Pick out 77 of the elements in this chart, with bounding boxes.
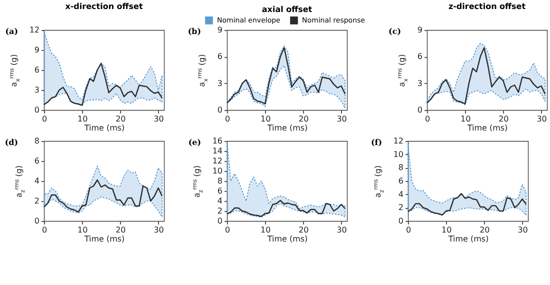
- x-tick-label: 10: [260, 114, 271, 124]
- x-axis-title: Time (ms): [466, 124, 508, 132]
- y-tick-label: 8: [217, 176, 222, 186]
- x-tick-label: 30: [154, 114, 164, 124]
- y-tick-label: 4: [217, 196, 222, 206]
- chart-title: axial offset: [262, 5, 312, 14]
- x-tick-label: 0: [424, 114, 430, 124]
- x-axis-title: Time (ms): [447, 234, 489, 244]
- x-tick-label: 10: [442, 226, 452, 234]
- y-tick-label: 2: [398, 203, 404, 212]
- y-tick-label: 10: [212, 166, 222, 176]
- y-tick-label: 6: [34, 66, 40, 74]
- y-tick-label: 3: [417, 78, 422, 88]
- text: (e): [188, 137, 202, 147]
- y-tick-label: 12: [29, 26, 40, 34]
- chart-title: z-direction offset: [448, 2, 526, 11]
- y-tick-label: 3: [34, 86, 40, 94]
- line-series: [226, 200, 346, 218]
- line-series: [43, 62, 163, 106]
- x-axis-title: Time (ms): [266, 234, 308, 244]
- text: (f): [370, 137, 382, 147]
- x-tick-label: 20: [480, 226, 490, 234]
- x-tick-label: 30: [336, 114, 347, 124]
- x-tick-label: 10: [78, 226, 88, 234]
- x-tick-label: 30: [518, 226, 528, 234]
- x-tick-label: 10: [460, 114, 471, 124]
- x-tick-label: 30: [536, 114, 547, 124]
- x-tick-label: 20: [298, 114, 309, 124]
- y-tick-label: 9: [417, 26, 422, 34]
- y-tick-label: 6: [217, 186, 222, 196]
- y-tick-label: 0: [217, 216, 222, 226]
- x-tick-label: 10: [78, 114, 88, 124]
- y-tick-label: 0: [217, 106, 222, 114]
- y-tick-label: 12: [212, 156, 222, 166]
- text: (d): [4, 137, 18, 147]
- x-tick-label: 0: [224, 114, 230, 124]
- y-tick-label: 10: [393, 150, 404, 159]
- y-tick-label: 0: [398, 216, 404, 226]
- y-tick-label: 2: [34, 196, 40, 206]
- y-tick-label: 9: [217, 26, 222, 34]
- y-tick-label: 6: [417, 52, 422, 62]
- line-series: [407, 193, 527, 216]
- x-tick-label: 30: [154, 226, 164, 234]
- x-tick-label: 20: [498, 114, 509, 124]
- y-tick-label: 2: [217, 206, 222, 216]
- x-tick-label: 0: [42, 114, 48, 124]
- y-tick-label: 14: [212, 146, 222, 156]
- y-tick-label: 0: [34, 106, 40, 114]
- y-tick-label: 6: [398, 176, 404, 186]
- x-tick-label: 0: [42, 226, 48, 234]
- text: (a): [5, 26, 18, 36]
- y-tick-label: 6: [217, 52, 222, 62]
- x-tick-label: 30: [336, 226, 347, 234]
- text: (c): [388, 26, 402, 36]
- x-tick-label: 20: [298, 226, 309, 234]
- x-tick-label: 20: [116, 226, 126, 234]
- x-tick-label: 10: [260, 226, 271, 234]
- y-tick-label: 4: [398, 190, 404, 199]
- text: (b): [188, 26, 202, 36]
- y-tick-label: 0: [417, 106, 422, 114]
- y-tick-label: 3: [217, 78, 222, 88]
- x-axis-title: Time (ms): [83, 124, 125, 132]
- chart-title: x-direction offset: [65, 2, 143, 11]
- y-tick-label: 0: [34, 216, 40, 226]
- y-tick-label: 8: [34, 136, 40, 146]
- y-tick-label: 9: [34, 46, 40, 54]
- y-tick-label: 4: [34, 176, 40, 186]
- x-axis-title: Time (ms): [266, 124, 308, 132]
- x-tick-label: 0: [224, 226, 230, 234]
- y-tick-label: 16: [212, 136, 222, 146]
- x-tick-label: 20: [116, 114, 126, 124]
- x-tick-label: 0: [406, 226, 412, 234]
- line-series: [43, 179, 163, 213]
- x-axis-title: Time (ms): [83, 234, 125, 244]
- y-tick-label: 12: [393, 136, 404, 146]
- y-tick-label: 6: [34, 156, 40, 166]
- y-tick-label: 8: [398, 163, 404, 172]
